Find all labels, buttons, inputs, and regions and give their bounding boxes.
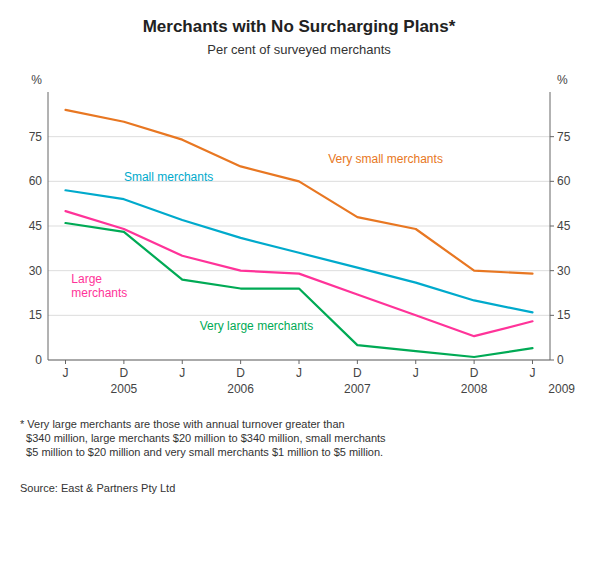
series-label: Small merchants bbox=[124, 170, 213, 184]
series-label: Very large merchants bbox=[200, 319, 313, 333]
y2-tick bbox=[550, 360, 554, 361]
y2-tick-label: 45 bbox=[557, 219, 571, 233]
y2-tick-label: 15 bbox=[557, 308, 571, 322]
background bbox=[0, 0, 598, 581]
x-tick bbox=[182, 360, 183, 364]
y-axis-label: % bbox=[31, 73, 42, 87]
chart: Merchants with No Surcharging Plans* Per … bbox=[0, 0, 598, 581]
series-line bbox=[66, 223, 533, 357]
y2-tick bbox=[550, 136, 554, 137]
x-tick-label: D bbox=[236, 366, 245, 380]
x-tick bbox=[123, 360, 124, 364]
year-label: 2005 bbox=[111, 382, 138, 396]
y2-tick-label: 75 bbox=[557, 130, 571, 144]
y2-tick bbox=[550, 181, 554, 182]
series-line bbox=[66, 190, 533, 312]
grid-line bbox=[48, 136, 550, 137]
y2-tick bbox=[550, 226, 554, 227]
x-tick-label: D bbox=[353, 366, 362, 380]
series-line bbox=[66, 211, 533, 336]
series-label: Largemerchants bbox=[71, 272, 127, 300]
x-tick-label: D bbox=[470, 366, 479, 380]
y2-tick-label: 0 bbox=[557, 353, 564, 367]
y2-tick bbox=[550, 270, 554, 271]
series-label: Very small merchants bbox=[328, 152, 443, 166]
x-tick bbox=[65, 360, 66, 364]
y-axis-line bbox=[48, 92, 49, 360]
series-line bbox=[66, 110, 533, 274]
x-tick-label: J bbox=[413, 366, 419, 380]
y-tick-label: 45 bbox=[29, 219, 43, 233]
y-tick-label: 15 bbox=[29, 308, 43, 322]
x-tick-label: J bbox=[529, 366, 535, 380]
footnote: * Very large merchants are those with an… bbox=[20, 418, 386, 458]
year-label: 2008 bbox=[461, 382, 488, 396]
y-tick-label: 60 bbox=[29, 174, 43, 188]
x-tick bbox=[357, 360, 358, 364]
x-tick-label: D bbox=[120, 366, 129, 380]
year-label: 2009 bbox=[548, 382, 575, 396]
subtitle: Per cent of surveyed merchants bbox=[207, 42, 391, 57]
y-tick-label: 0 bbox=[35, 353, 42, 367]
x-tick bbox=[415, 360, 416, 364]
year-label: 2007 bbox=[344, 382, 371, 396]
x-tick-label: J bbox=[296, 366, 302, 380]
x-tick bbox=[474, 360, 475, 364]
y2-tick-label: 30 bbox=[557, 264, 571, 278]
plot-area bbox=[66, 110, 533, 357]
y2-tick-label: 60 bbox=[557, 174, 571, 188]
x-tick-label: J bbox=[179, 366, 185, 380]
source: Source: East & Partners Pty Ltd bbox=[20, 482, 175, 494]
y2-axis-label: % bbox=[557, 73, 568, 87]
y2-tick bbox=[550, 315, 554, 316]
title: Merchants with No Surcharging Plans* bbox=[143, 17, 456, 36]
y-tick-label: 75 bbox=[29, 130, 43, 144]
year-label: 2006 bbox=[227, 382, 254, 396]
grid-line bbox=[48, 226, 550, 227]
y-tick-label: 30 bbox=[29, 264, 43, 278]
x-tick bbox=[532, 360, 533, 364]
x-tick-label: J bbox=[63, 366, 69, 380]
grid-line bbox=[48, 315, 550, 316]
x-tick bbox=[240, 360, 241, 364]
x-tick bbox=[299, 360, 300, 364]
